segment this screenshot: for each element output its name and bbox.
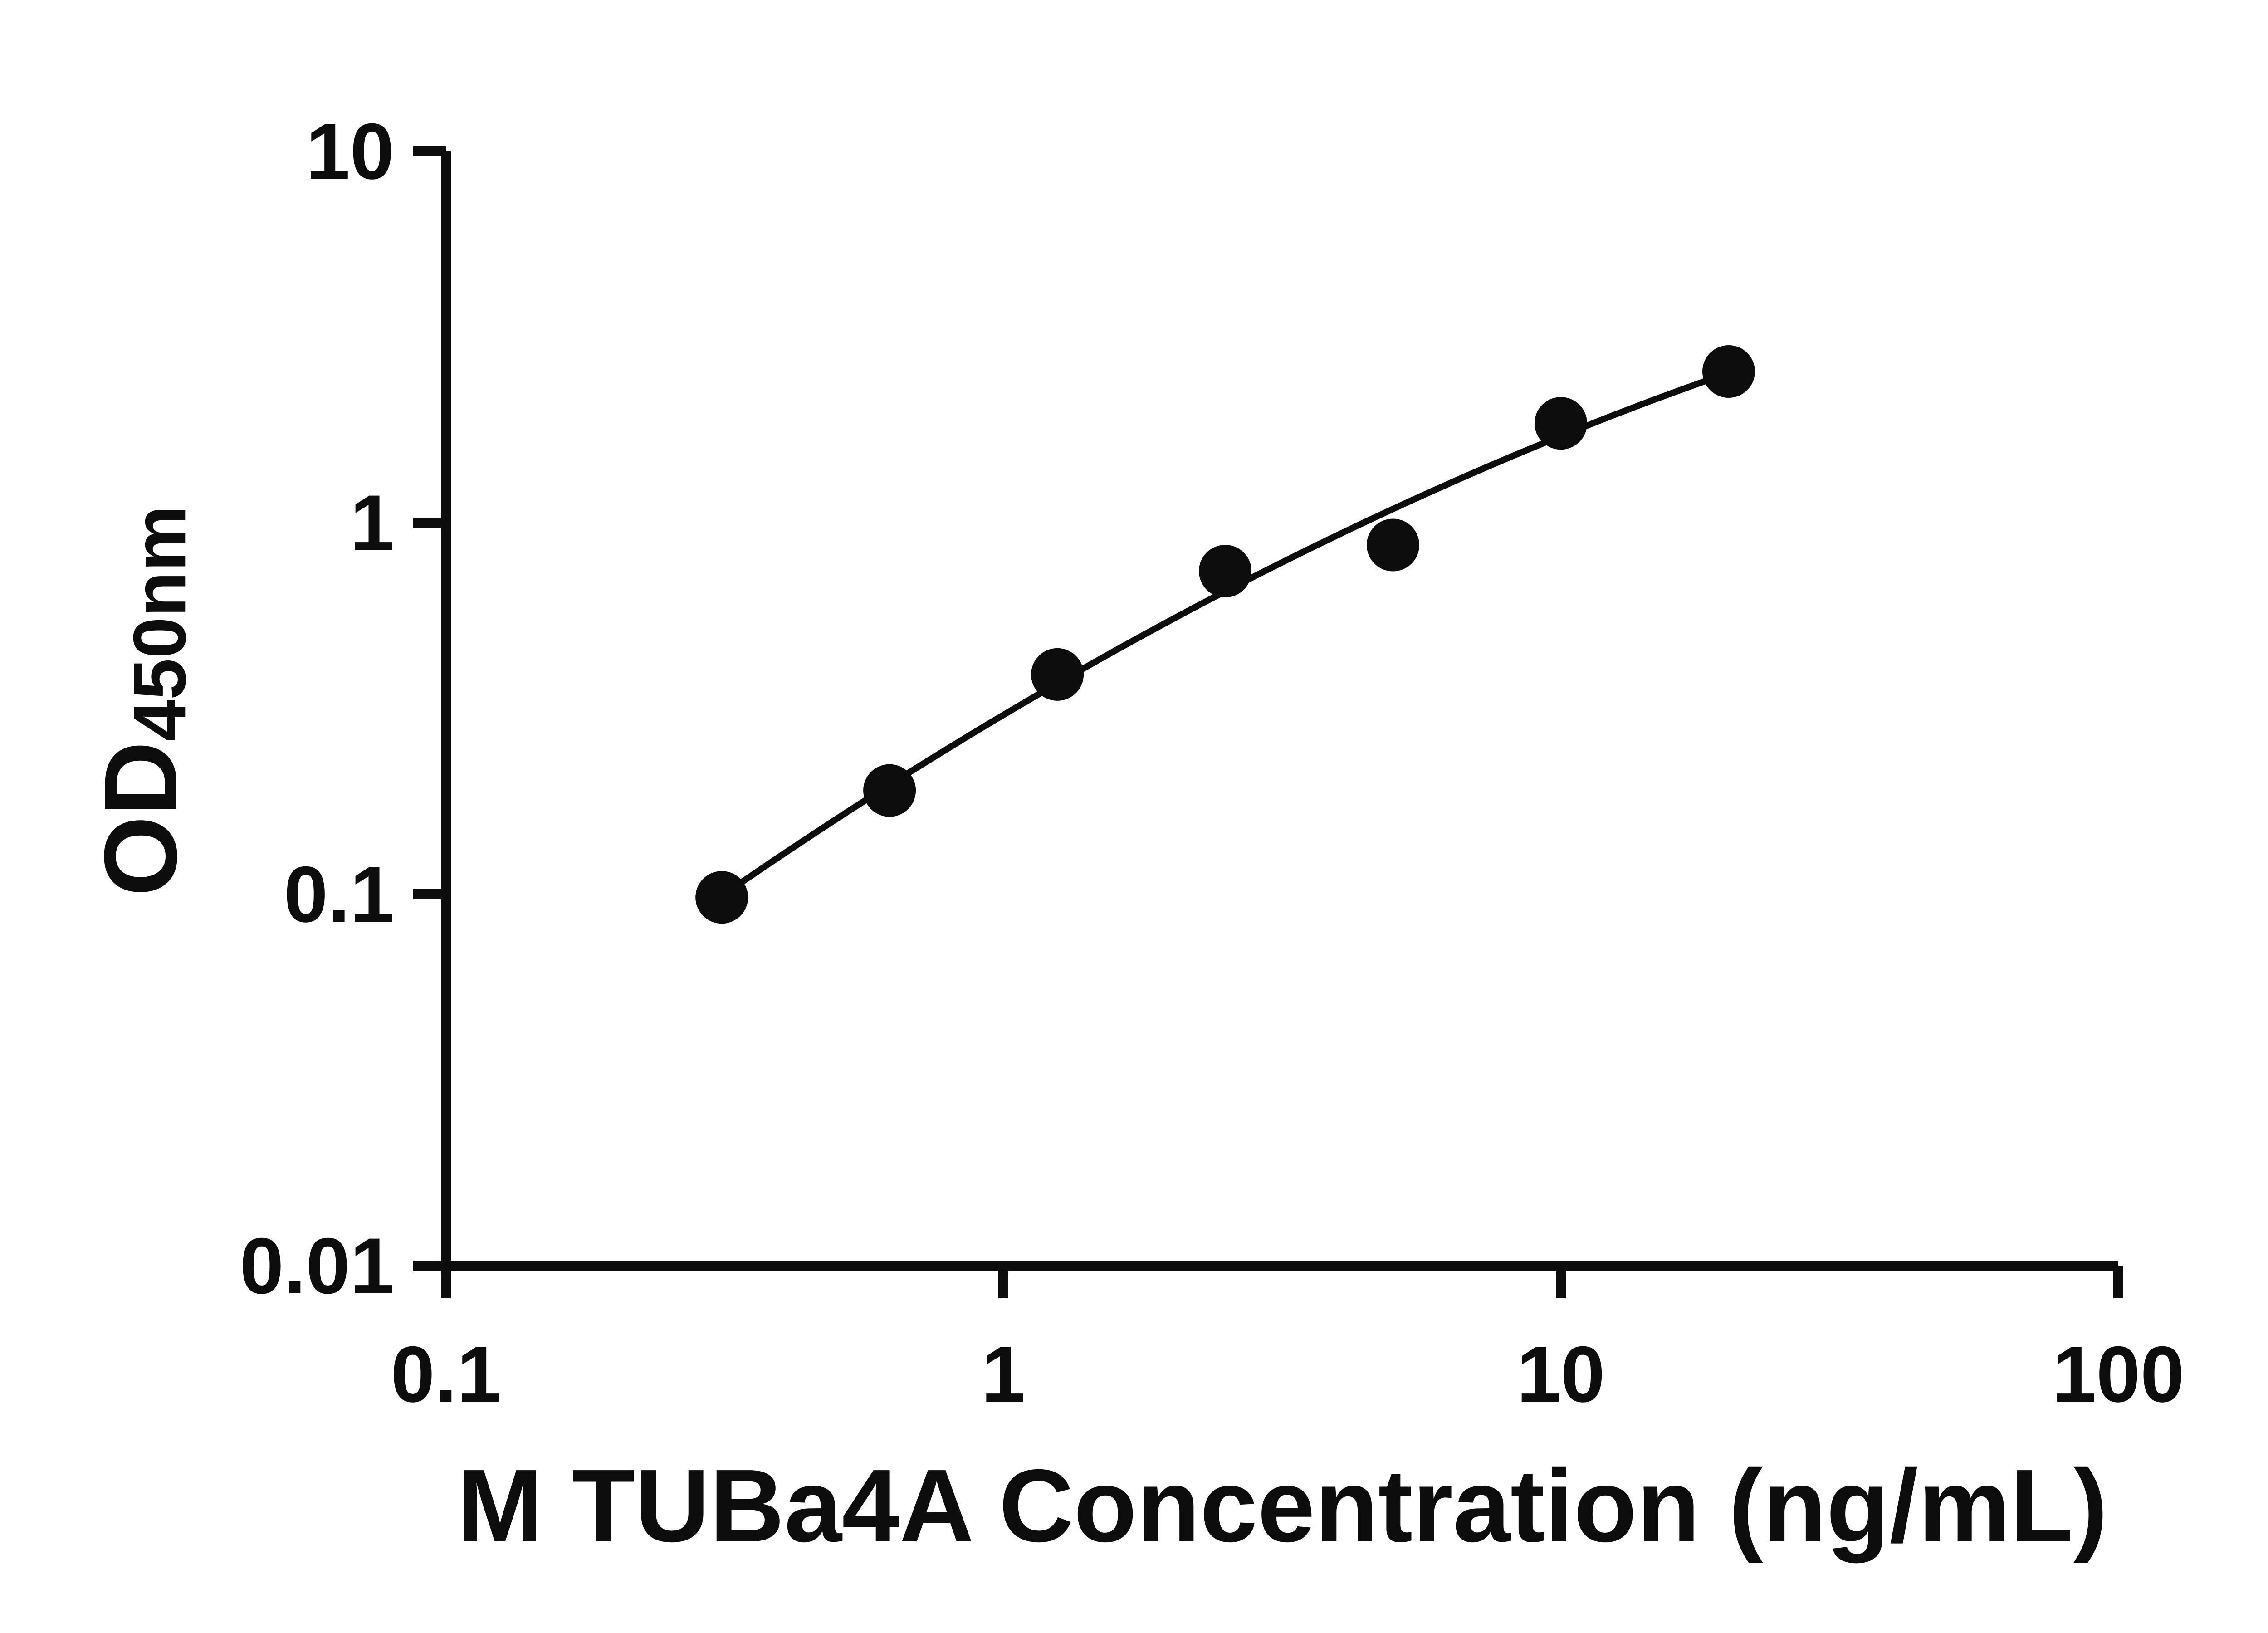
y-axis-title-subscript: 450nm [117, 505, 201, 742]
y-axis-title: OD450nm [83, 505, 201, 896]
x-tick-label: 1 [981, 1330, 1025, 1419]
y-tick-label: 1 [350, 479, 394, 567]
y-tick-label: 0.01 [240, 1222, 394, 1310]
data-point-marker [1367, 518, 1419, 572]
fit-curve [719, 369, 1732, 900]
y-tick-label: 0.1 [284, 851, 394, 939]
x-tick-label: 0.1 [391, 1330, 501, 1419]
data-point-marker [1702, 345, 1755, 398]
axis-lines [441, 151, 2118, 1271]
data-point-marker [695, 871, 748, 924]
x-tick-label: 10 [1517, 1330, 1605, 1419]
y-axis-title-main: OD [83, 741, 199, 897]
x-tick-label: 100 [2052, 1330, 2185, 1419]
data-point-marker [1031, 648, 1084, 701]
data-point-marker [1535, 397, 1587, 450]
x-axis-title: M TUBa4A Concentration (ng/mL) [457, 1448, 2108, 1564]
data-point-marker [863, 764, 916, 817]
y-tick-label: 10 [306, 108, 394, 196]
data-point-marker [1199, 545, 1252, 598]
